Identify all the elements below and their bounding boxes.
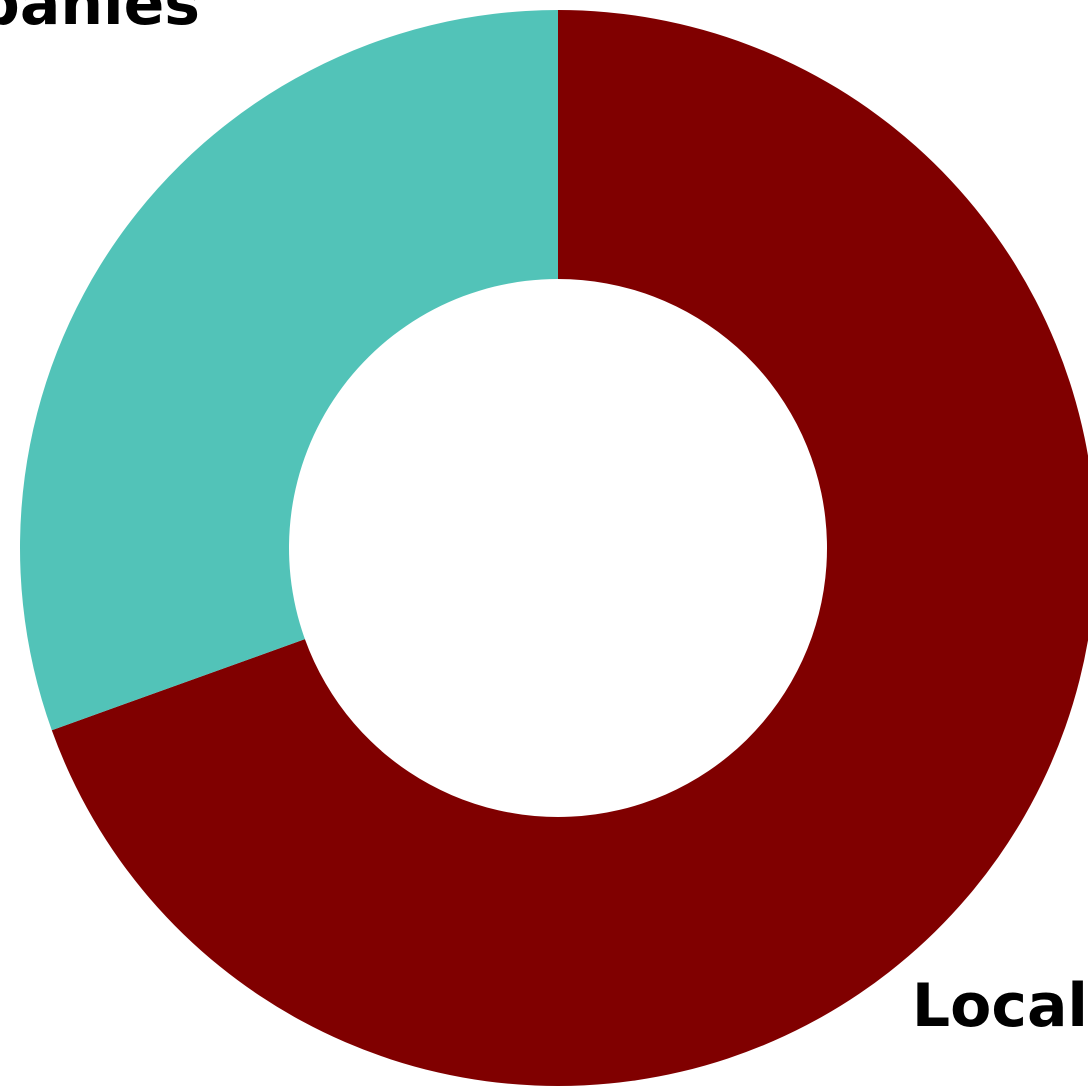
slice-local [51, 10, 1088, 1086]
slice-label-companies: panies [0, 0, 200, 39]
slice-label-local: Local [912, 971, 1088, 1041]
donut-slices [19, 10, 1088, 1086]
slice-panies [19, 10, 559, 731]
